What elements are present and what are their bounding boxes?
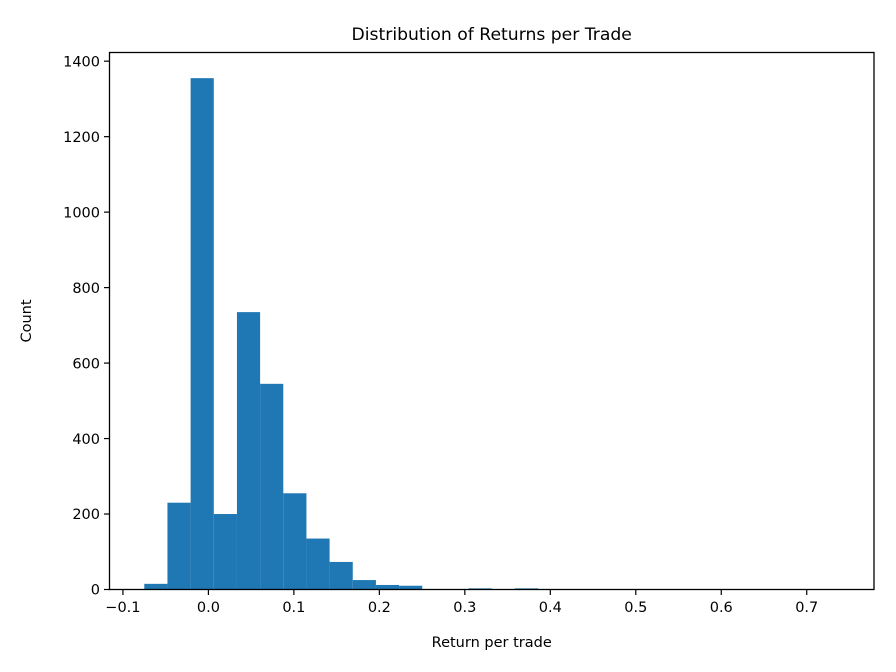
axis-ticks-layer: −0.1 0.0 0.1 0.2 0.3 0.4 0.5 0.6 0.7 0 200 400 600 80… [63,54,818,616]
histogram-bar [352,580,376,590]
x-tick-label: 0.6 [710,600,733,616]
histogram-bar [190,78,214,590]
histogram-bar [399,585,423,590]
x-tick-label: 0.2 [368,600,391,616]
y-tick-label: 1200 [63,130,100,146]
histogram-bars-layer [144,78,840,590]
histogram-bar [144,583,168,590]
x-tick-label: 0.5 [624,600,647,616]
histogram-bar [167,502,191,590]
y-tick-label: 200 [72,507,100,523]
y-tick-label: 1400 [63,54,100,70]
axes-frame [108,51,875,591]
x-tick-label: −0.1 [105,600,140,616]
x-axis-label: Return per trade [432,635,552,651]
x-tick-label: 0.4 [539,600,562,616]
histogram-bar [375,584,400,590]
y-axis-label: Count [19,299,35,342]
histogram-bar [260,383,284,590]
y-tick-label: 800 [72,281,100,297]
x-tick-label: 0.0 [197,600,220,616]
y-tick-label: 1000 [63,205,100,221]
histogram-bar [306,538,330,590]
x-tick-label: 0.7 [795,600,818,616]
y-tick-label: 400 [72,432,100,448]
x-tick-label: 0.1 [282,600,305,616]
histogram-bar [236,312,261,590]
x-tick-label: 0.3 [453,600,476,616]
histogram-bar [213,514,237,590]
histogram-bar [329,561,353,590]
histogram-bar [283,493,307,590]
y-tick-label: 0 [91,583,100,599]
y-tick-label: 600 [72,356,100,372]
chart-title: Distribution of Returns per Trade [352,25,632,45]
